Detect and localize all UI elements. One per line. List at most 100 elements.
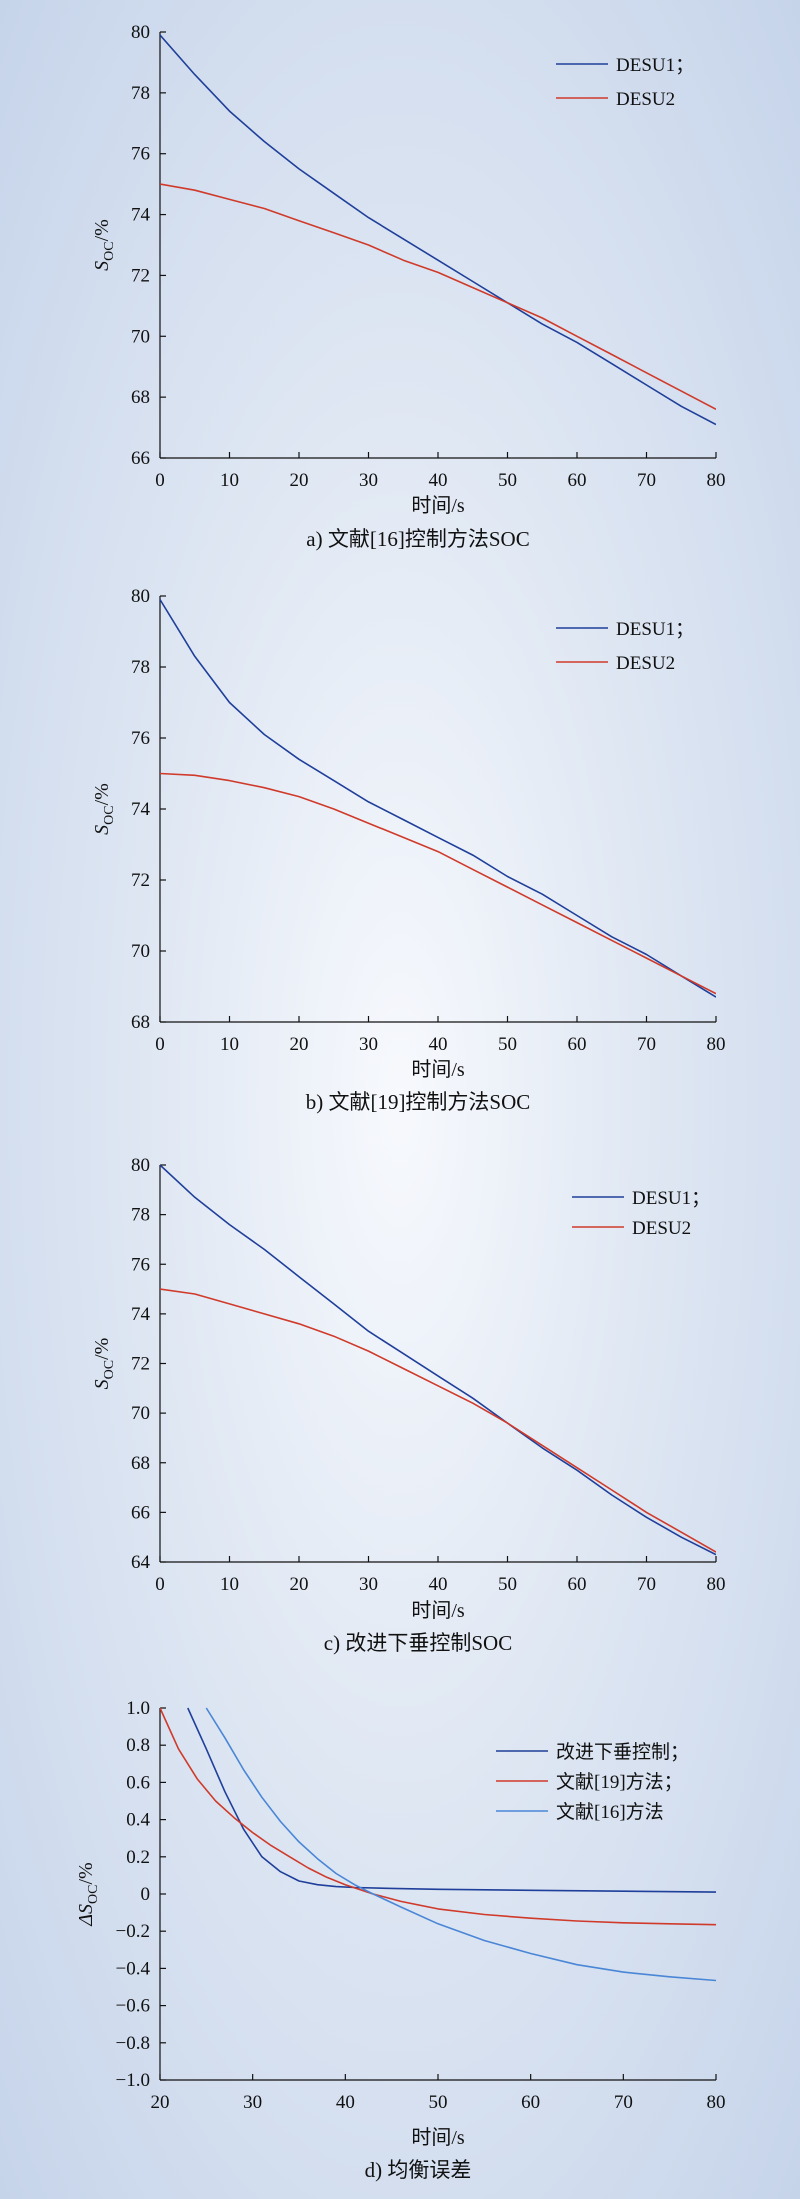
y-tick-label: −1.0: [116, 2070, 150, 2091]
y-tick-label: 76: [131, 728, 150, 749]
y-tick-label: 1.0: [126, 1698, 150, 1719]
series-line-1: [187, 1707, 716, 1893]
y-label-unit: /%: [75, 1862, 97, 1884]
chart-panel-2: 0 10 20 30 40 50 60 70 80 68 70 72 74 76 78 80 SOC/% 时间/s…: [91, 586, 726, 1114]
y-tick-label: −0.6: [116, 1996, 150, 2017]
x-tick-label: 30: [359, 470, 378, 491]
y-tick-label: 78: [131, 657, 150, 678]
y-tick-label: 72: [131, 265, 150, 286]
y-tick-label: −0.4: [116, 1958, 151, 1979]
x-tick-label: 40: [429, 1574, 448, 1595]
y-tick-label: 68: [131, 1012, 150, 1033]
y-tick-label: 68: [131, 387, 150, 408]
y-label-unit: /%: [91, 783, 113, 805]
x-tick-label: 50: [498, 470, 517, 491]
y-axis-label: SOC/%: [91, 219, 117, 271]
x-tick-label: 50: [498, 1574, 517, 1595]
series-line-2: [160, 772, 716, 995]
y-tick-label: 0.2: [126, 1847, 150, 1868]
y-axis-label: SOC/%: [91, 783, 117, 835]
x-tick-label: 40: [429, 470, 448, 491]
y-tick-label: 64: [131, 1552, 151, 1573]
chart-panel-3: 0 10 20 30 40 50 60 70 80 64 66 68 70 72 74 76 78 80 SOC/%…: [91, 1155, 726, 1655]
legend-label-3: 文献[16]方法: [556, 1801, 664, 1823]
x-tick-label: 40: [429, 1034, 448, 1055]
y-tick-label: 74: [131, 1304, 151, 1325]
legend-label-2: DESU2: [632, 1218, 691, 1239]
y-label-main: S: [91, 825, 113, 835]
panel-caption: c) 改进下垂控制SOC: [324, 1631, 512, 1655]
y-tick-label: 80: [131, 22, 150, 43]
x-tick-label: 10: [220, 1034, 239, 1055]
y-tick-label: 80: [131, 1155, 150, 1176]
y-tick-label: 78: [131, 83, 150, 104]
y-tick-label: 70: [131, 326, 150, 347]
chart-panel-4: 20 30 40 50 60 70 80 1.0 0.8 0.6 0.4 0.2 0 −0.2 −0.4 −0…: [75, 1698, 726, 2182]
x-tick-label: 50: [429, 2092, 448, 2113]
y-tick-label: 70: [131, 941, 150, 962]
x-tick-label: 80: [707, 2092, 726, 2113]
y-tick-label: 0.4: [126, 1810, 150, 1831]
x-tick-label: 60: [521, 2092, 540, 2113]
y-label-sub: OC: [102, 1360, 117, 1379]
x-tick-label: 10: [220, 1574, 239, 1595]
x-tick-label: 20: [290, 1574, 309, 1595]
y-tick-label: 72: [131, 870, 150, 891]
x-tick-label: 70: [637, 470, 656, 491]
y-label-main: S: [91, 1379, 113, 1389]
panel-caption: b) 文献[19]控制方法SOC: [306, 1090, 531, 1114]
legend-label-1: DESU1；: [632, 1188, 710, 1209]
y-label-main: ΔS: [75, 1904, 97, 1927]
series-line-1: [160, 1164, 716, 1556]
panel-caption: a) 文献[16]控制方法SOC: [306, 527, 529, 551]
y-tick-label: 0: [141, 1884, 151, 1905]
x-tick-label: 80: [707, 1034, 726, 1055]
x-axis-label: 时间/s: [411, 1058, 465, 1081]
y-tick-label: 80: [131, 586, 150, 607]
x-tick-label: 70: [614, 2092, 633, 2113]
x-tick-label: 30: [359, 1034, 378, 1055]
legend-label-1: DESU1；: [616, 619, 694, 640]
panel-caption: d) 均衡误差: [365, 2158, 472, 2182]
x-tick-label: 50: [498, 1034, 517, 1055]
chart-panel-1: 0 10 20 30 40 50 60 70 80 66 68 70 72 74 76 78 80 SOC/% 时间…: [91, 22, 726, 551]
y-label-unit: /%: [91, 219, 113, 241]
x-tick-label: 80: [707, 470, 726, 491]
y-label-sub: OC: [102, 805, 117, 824]
y-label-unit: /%: [91, 1338, 113, 1360]
y-tick-label: 66: [131, 1502, 150, 1523]
y-tick-label: −0.2: [116, 1921, 150, 1942]
y-label-main: S: [91, 261, 113, 271]
x-axis-label: 时间/s: [411, 1599, 465, 1622]
y-label-sub: OC: [102, 241, 117, 260]
x-axis-label: 时间/s: [411, 494, 465, 517]
y-tick-label: 74: [131, 205, 151, 226]
x-tick-label: 20: [290, 470, 309, 491]
x-tick-label: 70: [637, 1574, 656, 1595]
y-label-sub: OC: [86, 1885, 101, 1904]
y-axis-label: ΔSOC/%: [75, 1862, 101, 1926]
x-tick-label: 0: [155, 470, 165, 491]
y-tick-label: 66: [131, 448, 150, 469]
x-tick-label: 20: [151, 2092, 170, 2113]
series-line-2: [160, 1707, 716, 1926]
y-tick-label: 0.6: [126, 1772, 150, 1793]
legend-label-1: 改进下垂控制；: [556, 1741, 689, 1763]
legend-label-1: DESU1；: [616, 55, 694, 76]
x-tick-label: 10: [220, 470, 239, 491]
x-tick-label: 20: [290, 1034, 309, 1055]
y-tick-label: 72: [131, 1354, 150, 1375]
legend-label-2: 文献[19]方法；: [556, 1771, 683, 1793]
x-tick-label: 30: [359, 1574, 378, 1595]
x-tick-label: 80: [707, 1574, 726, 1595]
x-axis-label: 时间/s: [411, 2126, 465, 2149]
x-tick-label: 0: [155, 1574, 165, 1595]
y-tick-label: 76: [131, 1254, 150, 1275]
series-line-2: [160, 183, 716, 411]
x-tick-label: 70: [637, 1034, 656, 1055]
y-tick-label: 76: [131, 144, 150, 165]
legend-label-2: DESU2: [616, 89, 675, 110]
x-tick-label: 60: [568, 470, 587, 491]
y-tick-label: 68: [131, 1453, 150, 1474]
